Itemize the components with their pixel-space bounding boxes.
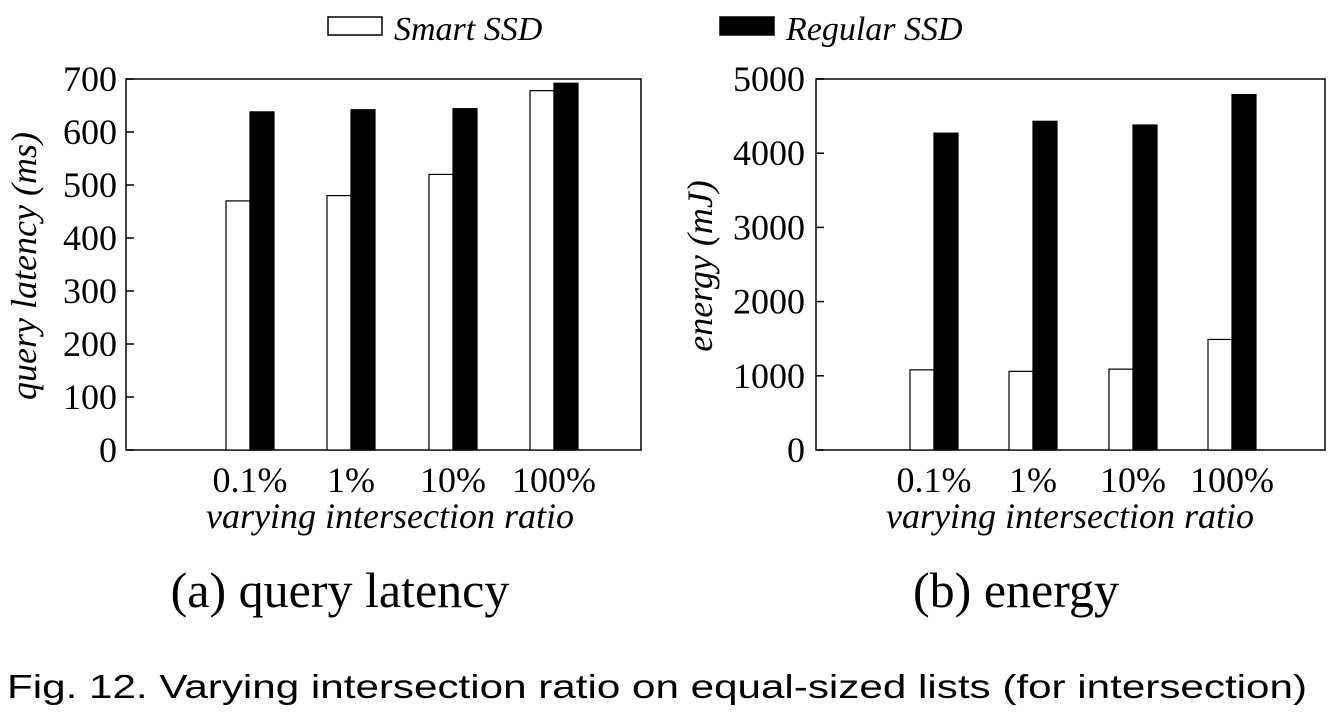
latency-bar-regular-ssd	[553, 82, 579, 451]
latency-bars	[225, 82, 579, 451]
legend-swatch-regular-ssd	[719, 16, 775, 36]
energy-y-tick-label: 3000	[733, 207, 805, 247]
energy-x-tick-label: 100%	[1190, 460, 1274, 500]
latency-x-tick-label: 100%	[512, 460, 596, 500]
latency-x-tick-label: 1%	[327, 460, 375, 500]
latency-y-axis: 0 100 200 300 400 500 600 700	[63, 59, 134, 470]
latency-x-tick-label: 10%	[420, 460, 486, 500]
energy-x-axis-label: varying intersection ratio	[886, 496, 1254, 536]
latency-x-axis: 0.1% 1% 10% 100%	[213, 460, 597, 500]
energy-x-axis: 0.1% 1% 10% 100%	[897, 460, 1275, 500]
legend-swatch-smart-ssd	[327, 16, 383, 36]
latency-x-tick-label: 0.1%	[213, 460, 288, 500]
latency-y-axis-label: query latency (ms)	[4, 132, 44, 400]
energy-bar-smart-ssd	[1108, 368, 1134, 451]
latency-y-tick-label: 700	[63, 59, 117, 99]
latency-y-tick-label: 0	[99, 430, 117, 470]
latency-bar-smart-ssd	[428, 173, 454, 451]
energy-y-tick-label: 1000	[733, 356, 805, 396]
latency-bar-regular-ssd	[350, 109, 376, 451]
energy-y-tick-label: 2000	[733, 282, 805, 322]
energy-bars	[909, 93, 1257, 451]
latency-bar-smart-ssd	[225, 200, 251, 451]
energy-bar-regular-ssd	[1231, 93, 1257, 451]
latency-bar-smart-ssd	[326, 195, 352, 451]
latency-y-tick-label: 300	[63, 271, 117, 311]
energy-bar-regular-ssd	[1132, 124, 1158, 451]
latency-chart-panel: 0 100 200 300 400 500 600 700 0.1% 1% 10% 100% que…	[4, 59, 642, 618]
latency-y-tick-label: 400	[63, 218, 117, 258]
latency-bar-smart-ssd	[529, 90, 555, 451]
energy-y-axis-label: energy (mJ)	[680, 180, 720, 352]
energy-panel-caption: (b) energy	[913, 562, 1119, 618]
latency-y-tick-label: 200	[63, 324, 117, 364]
latency-x-axis-label: varying intersection ratio	[206, 496, 574, 536]
latency-plot-frame	[125, 78, 642, 451]
energy-x-tick-label: 1%	[1009, 460, 1057, 500]
energy-x-tick-label: 0.1%	[897, 460, 972, 500]
energy-chart-panel: 0 1000 2000 3000 4000 5000 0.1% 1% 10% 100% ener…	[680, 59, 1326, 618]
energy-y-axis: 0 1000 2000 3000 4000 5000	[733, 59, 824, 470]
energy-x-tick-label: 10%	[1100, 460, 1166, 500]
legend: Smart SSD Regular SSD	[327, 11, 963, 48]
energy-plot-frame	[815, 78, 1326, 451]
energy-y-tick-label: 0	[787, 430, 805, 470]
legend-label-regular-ssd: Regular SSD	[785, 11, 963, 48]
legend-label-smart-ssd: Smart SSD	[394, 11, 543, 48]
energy-bar-regular-ssd	[1032, 120, 1058, 451]
energy-bar-smart-ssd	[1008, 370, 1034, 451]
latency-y-tick-label: 100	[63, 377, 117, 417]
latency-bar-regular-ssd	[249, 111, 275, 451]
latency-bar-regular-ssd	[452, 108, 478, 451]
latency-panel-caption: (a) query latency	[171, 562, 510, 618]
energy-bar-smart-ssd	[1207, 338, 1233, 451]
figure-caption: Fig. 12. Varying intersection ratio on e…	[7, 668, 1307, 705]
energy-bar-smart-ssd	[909, 369, 935, 451]
energy-bar-regular-ssd	[933, 132, 959, 451]
latency-y-tick-label: 500	[63, 165, 117, 205]
latency-y-tick-label: 600	[63, 112, 117, 152]
energy-y-tick-label: 4000	[733, 133, 805, 173]
energy-y-tick-label: 5000	[733, 59, 805, 99]
